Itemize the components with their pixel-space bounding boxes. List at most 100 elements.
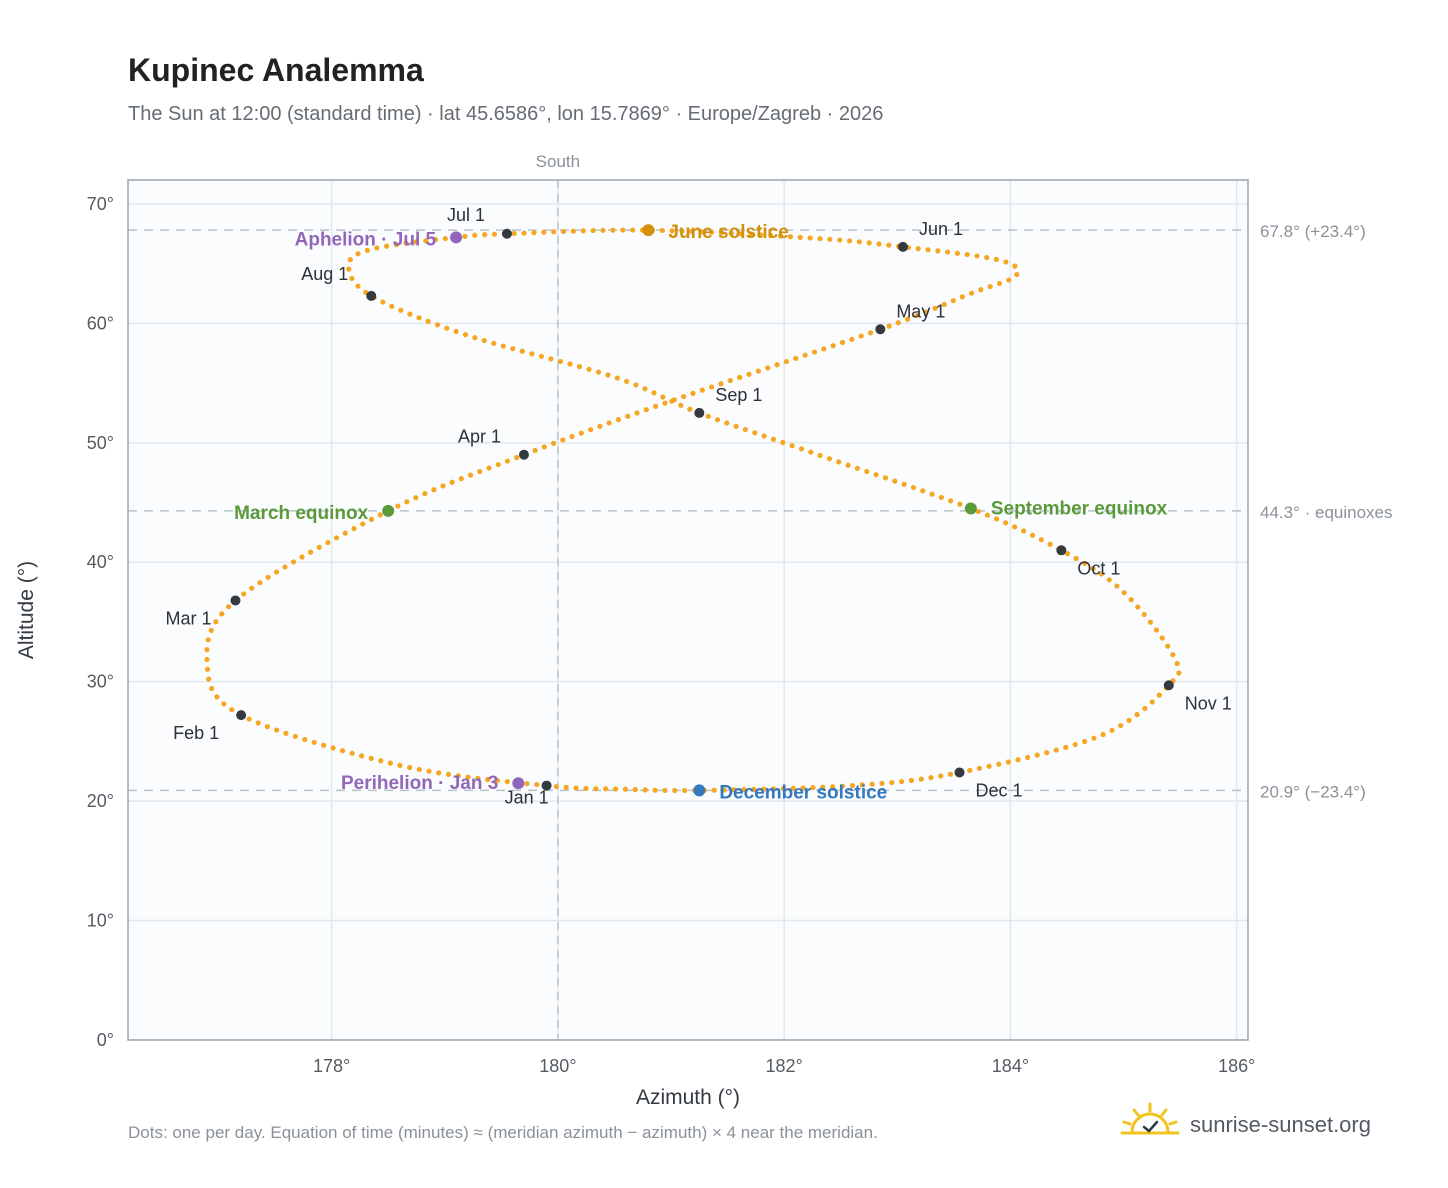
month-marker-label: Apr 1 (458, 427, 501, 447)
reference-lines: South 67.8° (+23.4°) 44.3° · equinoxes 20.9… (128, 152, 1393, 1040)
month-marker (897, 241, 908, 252)
daily-dot (225, 604, 232, 610)
month-marker-label: May 1 (896, 301, 945, 321)
daily-dot (595, 369, 602, 375)
axis-labels: Azimuth (°) Altitude (°) 178° 180° 182° 184… (15, 194, 1255, 1109)
daily-dot (967, 767, 973, 773)
key-point-label: March equinox (234, 503, 369, 524)
daily-dot (679, 228, 685, 234)
daily-dot (1053, 747, 1059, 753)
daily-dot (908, 777, 915, 784)
month-marker (1056, 545, 1067, 556)
daily-dot (529, 351, 535, 357)
daily-dot (541, 444, 547, 450)
daily-dot (699, 229, 705, 235)
daily-dot (213, 619, 219, 625)
daily-dot (761, 786, 767, 792)
daily-dot (849, 336, 855, 342)
daily-dot (465, 774, 471, 780)
daily-dot (557, 358, 564, 365)
daily-dot (204, 666, 211, 672)
daily-dot (1165, 643, 1171, 649)
daily-dot (1156, 692, 1162, 698)
daily-dot (954, 250, 961, 256)
daily-dot (742, 426, 749, 433)
daily-dot (846, 238, 853, 244)
daily-dot (538, 353, 544, 359)
month-marker-label: Oct 1 (1077, 558, 1120, 578)
daily-dot (928, 775, 934, 781)
daily-dot (440, 483, 446, 489)
month-marker-label: Aug 1 (301, 264, 348, 284)
y-axis-title: Altitude (°) (15, 561, 38, 659)
daily-dot (514, 454, 520, 461)
daily-dot (504, 458, 511, 464)
daily-dot (472, 335, 478, 341)
daily-dot (714, 417, 721, 423)
daily-dot (978, 287, 984, 293)
daily-dot (299, 554, 305, 560)
daily-dot (1015, 757, 1021, 763)
daily-dot (374, 245, 380, 251)
daily-dot (241, 591, 247, 597)
daily-dot (423, 238, 429, 244)
daily-dot (1176, 670, 1182, 676)
daily-dot (1118, 722, 1124, 729)
daily-dot (974, 253, 980, 259)
daily-dot (830, 784, 836, 790)
daily-dot (1121, 590, 1127, 596)
daily-dot (519, 348, 525, 354)
daily-dot (810, 784, 816, 791)
daily-dot (482, 232, 488, 238)
daily-dot (307, 549, 314, 555)
daily-dot (845, 462, 851, 468)
daily-dot (524, 780, 530, 787)
daily-dot (1134, 712, 1140, 718)
month-marker-label: Feb 1 (173, 723, 219, 743)
daily-dot (1141, 611, 1147, 618)
daily-dot (368, 516, 375, 523)
daily-dot (325, 539, 331, 546)
daily-dot (398, 307, 404, 313)
daily-dot (1114, 583, 1120, 589)
daily-dot (219, 611, 225, 617)
brand-logo[interactable]: sunrise-sunset.org (1120, 1100, 1390, 1150)
daily-dot (311, 739, 317, 746)
daily-dot (434, 322, 441, 328)
daily-dot (1034, 752, 1040, 758)
daily-dot (856, 239, 862, 245)
daily-dot (455, 773, 461, 779)
daily-dot (968, 290, 975, 296)
daily-dot (1003, 520, 1009, 526)
daily-dot (959, 294, 966, 300)
daily-dot (494, 777, 501, 784)
daily-dot (204, 656, 210, 663)
daily-dot (708, 229, 715, 235)
daily-dot (993, 516, 1000, 522)
daily-dot (826, 456, 833, 462)
daily-dot (918, 776, 924, 782)
daily-dot (622, 786, 629, 792)
daily-dot (899, 778, 905, 785)
daily-dot (541, 229, 547, 235)
daily-dot (553, 783, 560, 790)
daily-dot (1170, 652, 1176, 658)
daily-dot (597, 423, 603, 429)
daily-dot (477, 468, 483, 475)
daily-dot (1012, 524, 1018, 530)
daily-dot (462, 332, 469, 338)
daily-dot (660, 394, 666, 400)
daily-dot (923, 309, 929, 315)
daily-dot (1100, 731, 1106, 738)
daily-dot (431, 487, 437, 493)
daily-dot (1126, 717, 1132, 723)
daily-dot (1109, 727, 1115, 733)
daily-dot (570, 228, 577, 234)
daily-dot (436, 770, 442, 776)
daily-dot (1098, 571, 1104, 577)
month-marker (694, 407, 705, 418)
daily-dot (876, 241, 882, 247)
daily-dot (938, 494, 944, 501)
y-tick-label: 30° (87, 672, 114, 692)
daily-dot (811, 349, 818, 355)
